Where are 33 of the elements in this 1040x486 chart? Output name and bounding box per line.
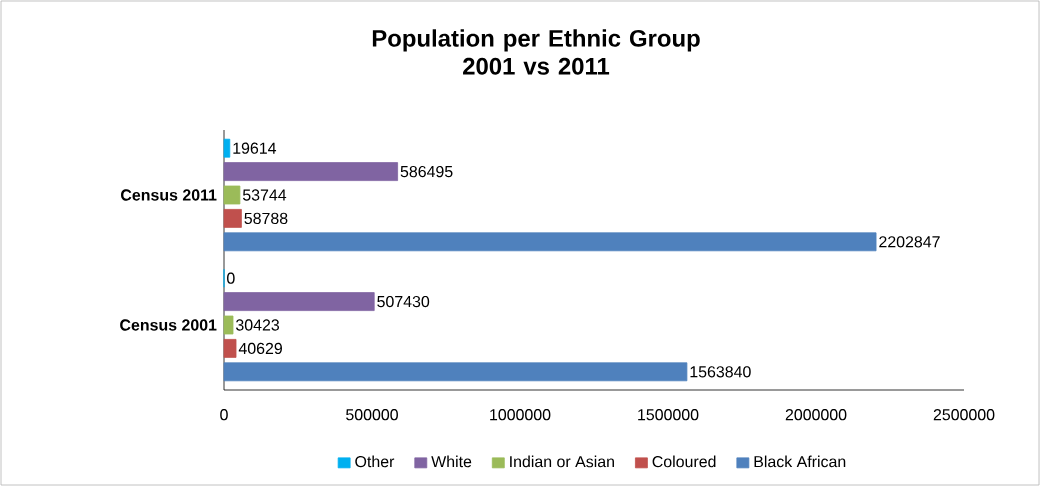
bar (223, 162, 399, 181)
x-tick-label: 1000000 (490, 409, 551, 421)
bar (223, 362, 688, 382)
y-tick-label: Census 2001 (120, 319, 217, 331)
data-label: 19614 (233, 142, 277, 154)
y-tick-label: Census 2011 (121, 189, 217, 201)
chart-title: Population per Ethnic Group 2001 vs 2011 (372, 29, 700, 75)
data-label: 507430 (377, 295, 430, 308)
bar (223, 292, 375, 311)
data-label: 58788 (244, 212, 288, 225)
legend-label: Black African (754, 455, 846, 468)
x-tick-label: 500000 (346, 409, 398, 421)
x-tick-label: 1500000 (638, 409, 699, 421)
legend-label: Indian or Asian (510, 455, 614, 468)
bar (223, 138, 231, 158)
legend-label: Other (355, 455, 395, 468)
data-label: 1563840 (690, 366, 751, 378)
legend-label: White (431, 455, 472, 468)
x-tick-label: 0 (220, 409, 228, 421)
bar (223, 209, 242, 228)
data-label: 53744 (242, 189, 287, 201)
bar (223, 315, 234, 335)
data-label: 30423 (236, 319, 280, 331)
bar (223, 339, 237, 358)
legend-label: Coloured (652, 455, 716, 468)
bar (223, 185, 241, 205)
data-label: 0 (227, 272, 235, 284)
data-label: 40629 (238, 342, 282, 355)
x-tick-label: 2000000 (785, 409, 847, 421)
data-label: 586495 (400, 165, 453, 178)
bar (223, 232, 877, 252)
data-label: 2202847 (879, 236, 940, 248)
x-tick-label: 2500000 (933, 409, 995, 421)
